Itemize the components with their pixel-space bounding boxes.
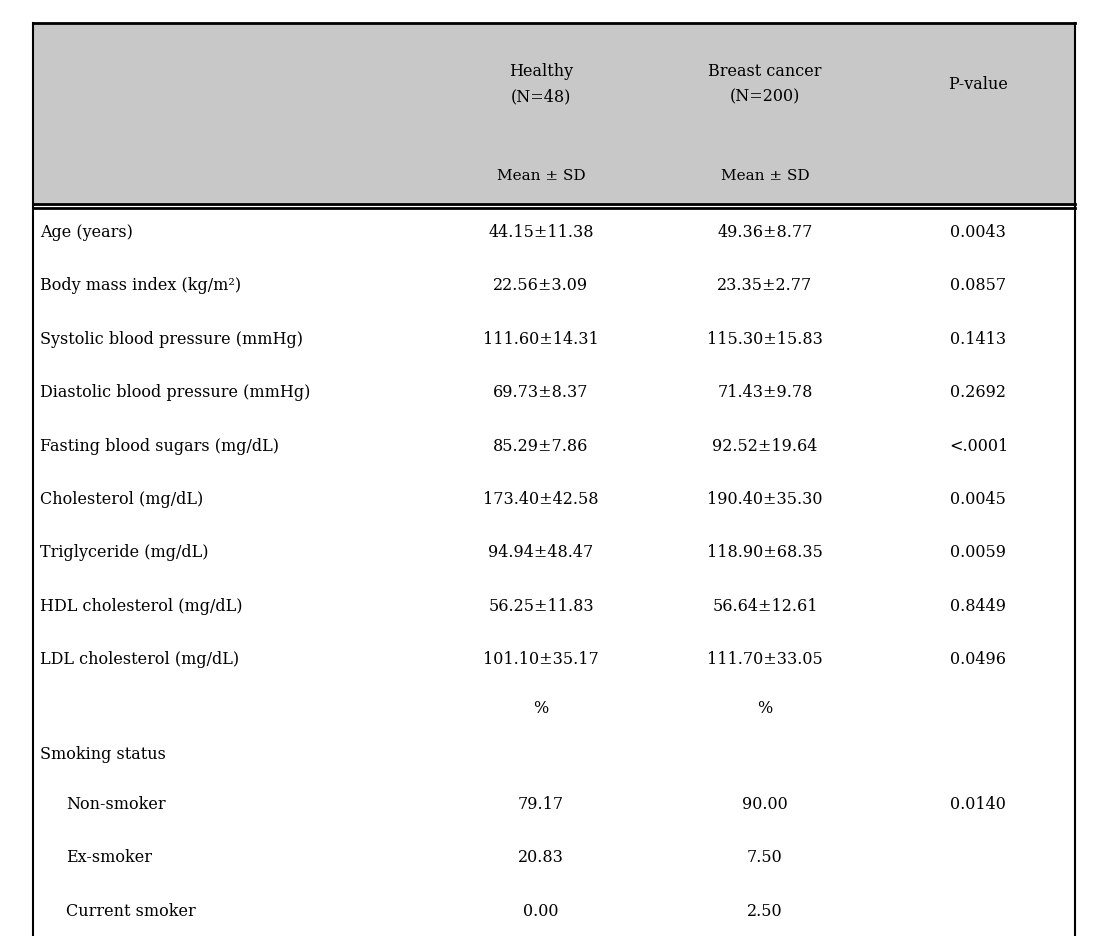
Text: 56.25±11.83: 56.25±11.83 xyxy=(489,597,594,615)
Text: Breast cancer
(N=200): Breast cancer (N=200) xyxy=(708,64,822,105)
Text: 85.29±7.86: 85.29±7.86 xyxy=(493,437,588,455)
Text: P‑value: P‑value xyxy=(948,76,1008,93)
Text: Mean ± SD: Mean ± SD xyxy=(496,168,585,183)
Text: 20.83: 20.83 xyxy=(519,849,564,867)
Text: 0.8449: 0.8449 xyxy=(951,597,1006,615)
Text: 69.73±8.37: 69.73±8.37 xyxy=(493,384,588,402)
Text: 111.70±33.05: 111.70±33.05 xyxy=(707,651,823,668)
Text: %: % xyxy=(533,700,548,717)
Text: Fasting blood sugars (mg/dL): Fasting blood sugars (mg/dL) xyxy=(40,437,279,455)
Text: 23.35±2.77: 23.35±2.77 xyxy=(717,277,812,295)
Text: HDL cholesterol (mg/dL): HDL cholesterol (mg/dL) xyxy=(40,597,243,615)
Text: 71.43±9.78: 71.43±9.78 xyxy=(717,384,812,402)
Text: 118.90±68.35: 118.90±68.35 xyxy=(707,544,823,562)
Text: 0.2692: 0.2692 xyxy=(951,384,1006,402)
Text: 0.0857: 0.0857 xyxy=(951,277,1006,295)
Text: 79.17: 79.17 xyxy=(517,796,564,813)
Text: 44.15±11.38: 44.15±11.38 xyxy=(489,224,594,241)
Text: 56.64±12.61: 56.64±12.61 xyxy=(712,597,818,615)
Text: 2.50: 2.50 xyxy=(747,902,782,920)
Text: Systolic blood pressure (mmHg): Systolic blood pressure (mmHg) xyxy=(40,330,302,348)
Text: 92.52±19.64: 92.52±19.64 xyxy=(712,437,818,455)
Text: Current smoker: Current smoker xyxy=(66,902,196,920)
Text: Healthy
(N=48): Healthy (N=48) xyxy=(509,64,573,105)
Bar xyxy=(33,206,1075,936)
Text: 190.40±35.30: 190.40±35.30 xyxy=(707,490,822,508)
Text: 0.0496: 0.0496 xyxy=(951,651,1006,668)
Text: 0.00: 0.00 xyxy=(523,902,558,920)
Text: Age (years): Age (years) xyxy=(40,224,133,241)
Text: 7.50: 7.50 xyxy=(747,849,782,867)
Text: 0.1413: 0.1413 xyxy=(951,330,1006,348)
Text: LDL cholesterol (mg/dL): LDL cholesterol (mg/dL) xyxy=(40,651,239,668)
Text: 101.10±35.17: 101.10±35.17 xyxy=(483,651,598,668)
Text: 0.0045: 0.0045 xyxy=(951,490,1006,508)
Text: 22.56±3.09: 22.56±3.09 xyxy=(493,277,588,295)
Text: Body mass index (kg/m²): Body mass index (kg/m²) xyxy=(40,277,242,295)
Text: 94.94±48.47: 94.94±48.47 xyxy=(489,544,594,562)
Text: 0.0059: 0.0059 xyxy=(951,544,1006,562)
Bar xyxy=(33,23,1075,206)
Text: Smoking status: Smoking status xyxy=(40,746,166,763)
Text: %: % xyxy=(757,700,772,717)
Text: 49.36±8.77: 49.36±8.77 xyxy=(717,224,812,241)
Text: Cholesterol (mg/dL): Cholesterol (mg/dL) xyxy=(40,490,203,508)
Text: 0.0043: 0.0043 xyxy=(951,224,1006,241)
Text: 90.00: 90.00 xyxy=(742,796,788,813)
Text: Mean ± SD: Mean ± SD xyxy=(720,168,809,183)
Text: 115.30±15.83: 115.30±15.83 xyxy=(707,330,823,348)
Text: Ex-smoker: Ex-smoker xyxy=(66,849,153,867)
Text: Triglyceride (mg/dL): Triglyceride (mg/dL) xyxy=(40,544,208,562)
Text: <.0001: <.0001 xyxy=(948,437,1008,455)
Text: 111.60±14.31: 111.60±14.31 xyxy=(483,330,598,348)
Text: Diastolic blood pressure (mmHg): Diastolic blood pressure (mmHg) xyxy=(40,384,310,402)
Text: 0.0140: 0.0140 xyxy=(951,796,1006,813)
Text: Non-smoker: Non-smoker xyxy=(66,796,166,813)
Text: 173.40±42.58: 173.40±42.58 xyxy=(483,490,598,508)
